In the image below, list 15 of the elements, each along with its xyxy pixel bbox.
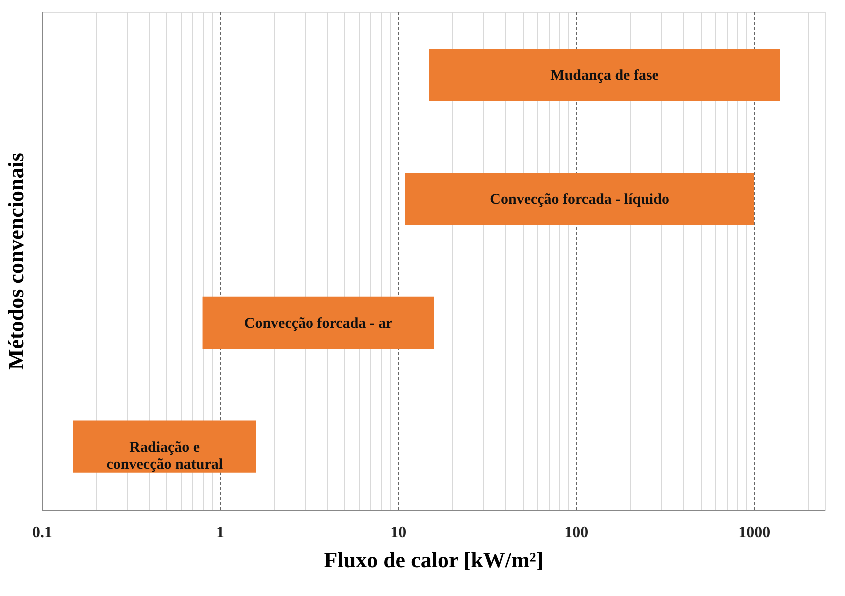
bar — [202, 296, 434, 349]
x-tick-label: 1 — [216, 524, 225, 542]
y-tick-label: Radiação e convecção natural — [106, 440, 223, 473]
x-tick-label: 10 — [390, 524, 407, 542]
x-tick-label: 0.1 — [32, 524, 52, 542]
x-tick-label: 1000 — [738, 524, 771, 542]
x-axis-title: Fluxo de calor [kW/m²] — [324, 548, 544, 572]
y-axis-title: Métodos convencionais — [4, 152, 28, 370]
y-tick-label: Convecção forcada - ar — [244, 316, 394, 332]
bar — [73, 420, 256, 473]
y-tick-label: Convecção forcada - líquido — [490, 192, 670, 208]
x-tick-label: 100 — [564, 524, 589, 542]
bar — [429, 49, 780, 102]
bar — [405, 173, 754, 226]
y-tick-label: Mudança de fase — [550, 68, 660, 84]
